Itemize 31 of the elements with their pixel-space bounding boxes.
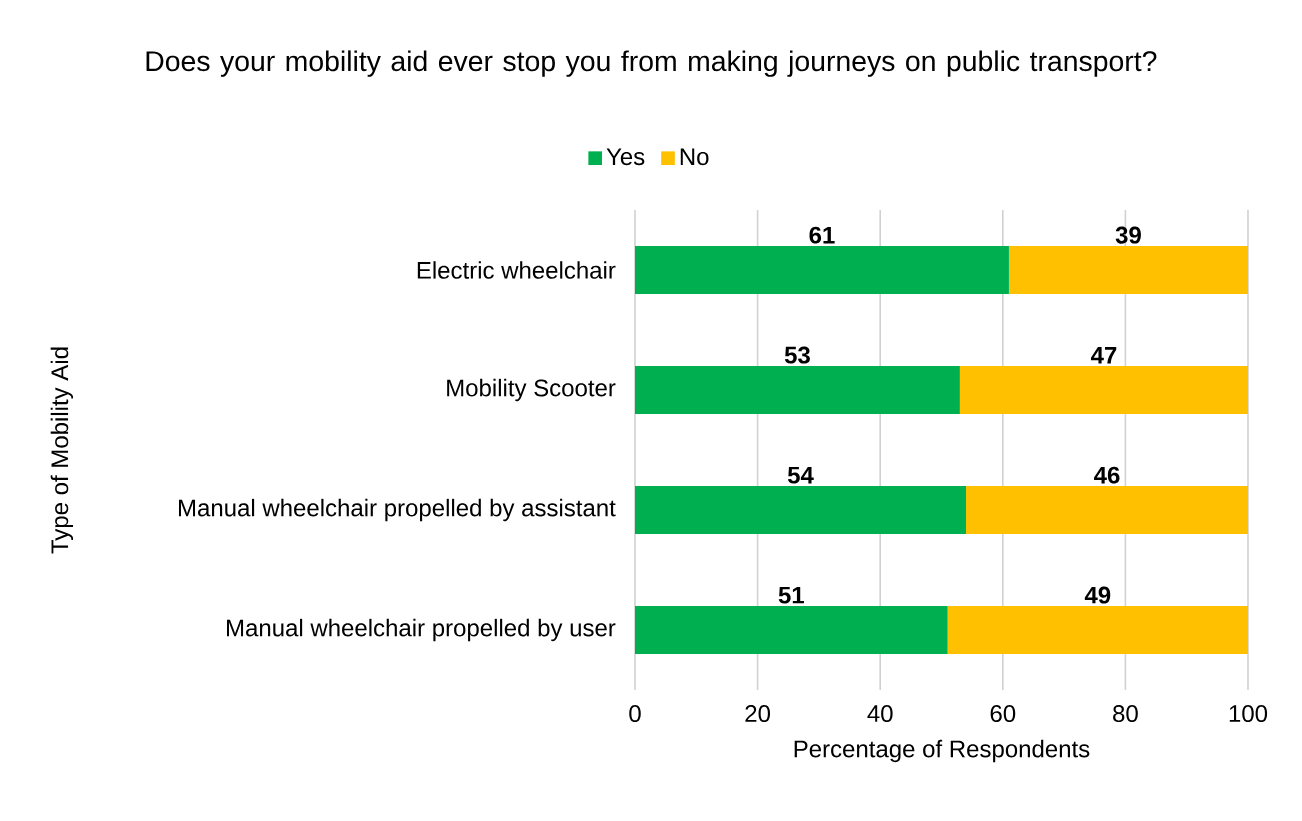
data-label: 51 (778, 586, 804, 604)
x-tick-label: 100 (1229, 705, 1268, 723)
data-label: 39 (1115, 226, 1141, 244)
x-tick-label: 40 (867, 705, 893, 723)
y-tick-label: Manual wheelchair propelled by assistant (178, 498, 616, 522)
y-tick-label: Mobility Scooter (447, 378, 616, 402)
data-label: 49 (1084, 586, 1111, 604)
data-label: 61 (809, 226, 835, 244)
y-axis-title: Type of Mobility Aid (50, 347, 74, 554)
data-label: 46 (1094, 466, 1120, 484)
x-tick-label: 0 (629, 705, 641, 723)
legend-label: Yes (606, 148, 645, 166)
bar (966, 486, 1248, 535)
y-tick-label: Manual wheelchair propelled by user (227, 618, 616, 642)
bar (635, 606, 948, 655)
x-tick-label: 60 (990, 705, 1016, 723)
x-tick-label: 20 (745, 705, 771, 723)
bar (1008, 246, 1248, 295)
y-tick-label: Electric wheelchair (417, 261, 616, 279)
legend-label: No (680, 148, 709, 166)
chart-title: Does your mobility aid ever stop you from making journeys on public transport? (146, 50, 1157, 77)
bar (947, 606, 1248, 655)
data-label: 53 (784, 346, 810, 364)
x-axis-title: Percentage of Respondents (794, 739, 1090, 763)
bar (635, 246, 1009, 295)
bar (635, 366, 960, 415)
data-label: 54 (787, 466, 814, 484)
x-tick-label: 80 (1113, 705, 1138, 723)
bar (635, 486, 967, 535)
bar (959, 366, 1248, 415)
data-label: 47 (1090, 347, 1117, 364)
